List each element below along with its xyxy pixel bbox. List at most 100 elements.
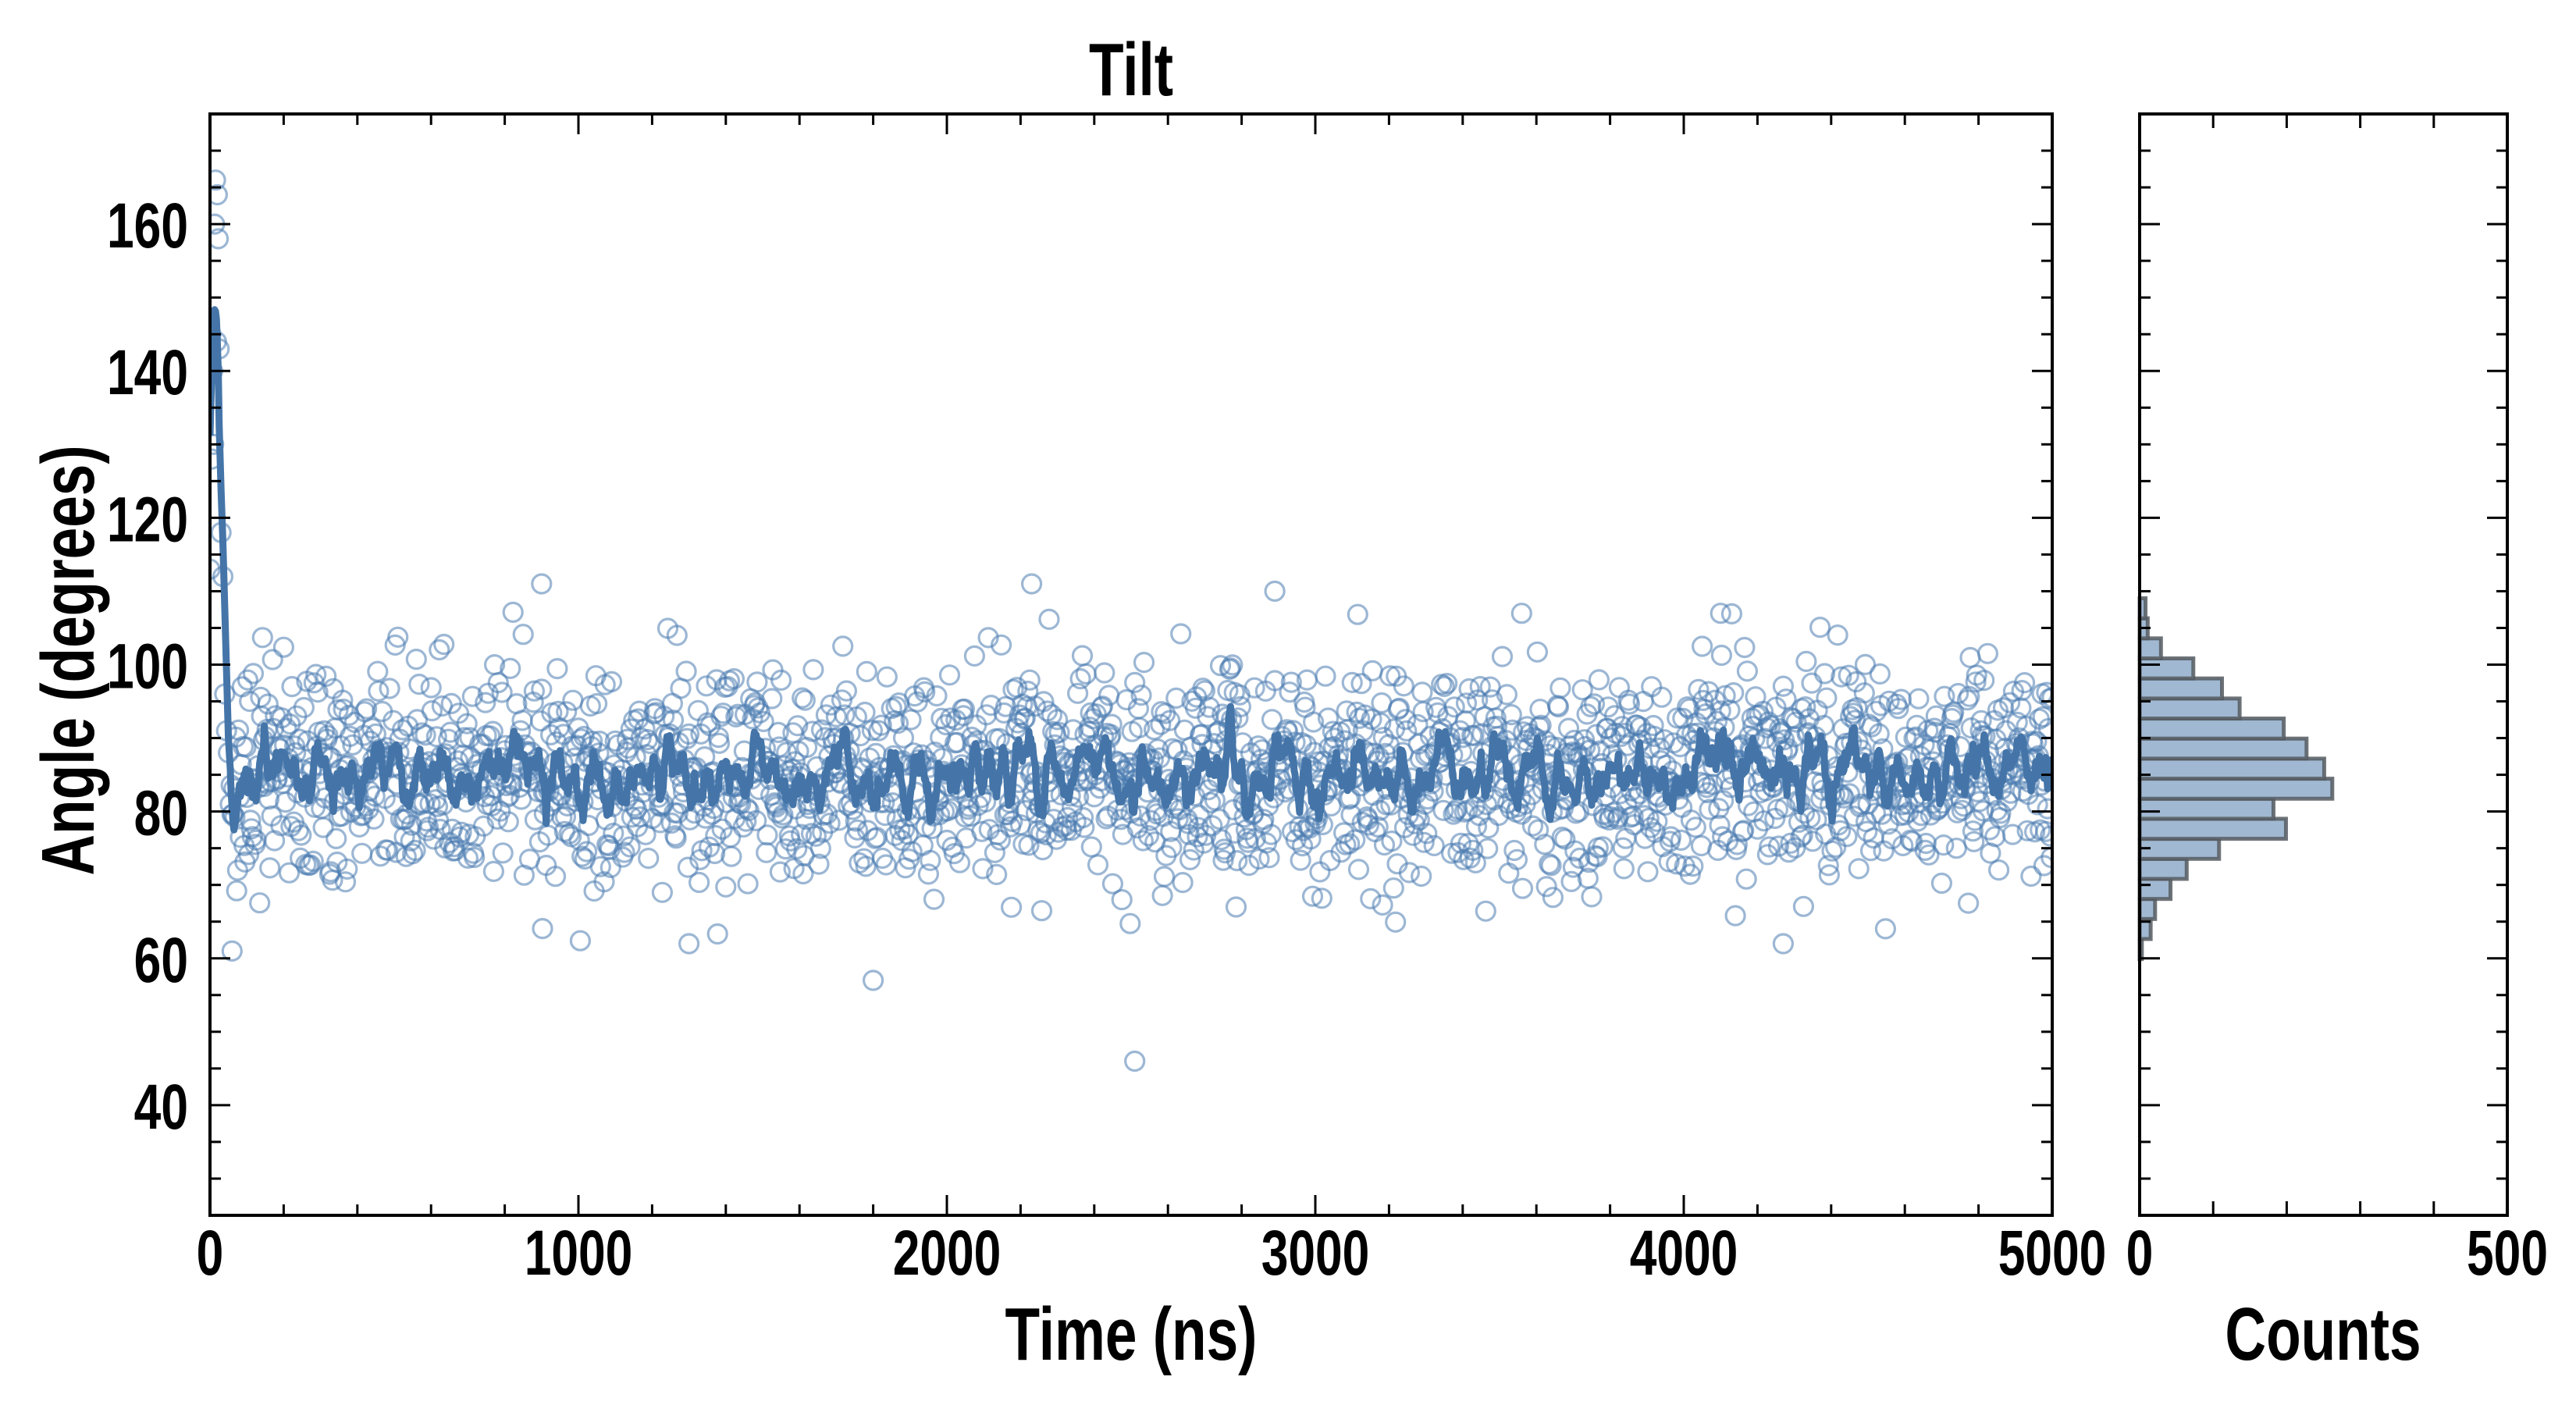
- data-point: [351, 842, 373, 864]
- data-point: [1072, 806, 1094, 829]
- data-point: [257, 693, 279, 715]
- data-point: [710, 706, 732, 727]
- data-point: [251, 627, 273, 649]
- data-point: [1344, 829, 1366, 851]
- data-point: [312, 816, 334, 838]
- data-point: [1360, 887, 1382, 910]
- data-point: [769, 861, 792, 883]
- data-point: [761, 688, 783, 710]
- data-point: [828, 809, 850, 831]
- y-tick-label: 140: [107, 337, 188, 408]
- data-point: [1423, 834, 1445, 857]
- data-point: [651, 881, 674, 903]
- data-point: [1361, 660, 1383, 682]
- data-point: [547, 700, 569, 723]
- data-point: [705, 824, 727, 847]
- data-point: [1188, 804, 1210, 827]
- data-point: [1432, 799, 1454, 821]
- data-point: [262, 649, 283, 670]
- data-point: [712, 702, 734, 724]
- histogram-bar: [2137, 696, 2242, 721]
- data-point: [989, 829, 1012, 851]
- data-point: [1132, 830, 1154, 852]
- data-point: [675, 660, 697, 682]
- data-point: [854, 701, 876, 724]
- data-point: [1209, 655, 1232, 677]
- data-point: [1394, 709, 1417, 731]
- data-point: [1150, 713, 1172, 735]
- y-tick-label: 40: [134, 1072, 188, 1143]
- data-point: [1094, 662, 1115, 684]
- data-point: [1945, 838, 1967, 859]
- data-point: [532, 917, 553, 940]
- data-point: [1018, 834, 1040, 856]
- data-point: [772, 804, 794, 826]
- y-axis-label: Angle (degrees): [27, 445, 110, 875]
- data-point: [1111, 888, 1133, 911]
- data-point: [1637, 861, 1659, 883]
- data-point: [1745, 686, 1767, 708]
- data-point: [1347, 859, 1370, 880]
- data-point: [1341, 671, 1363, 694]
- x-tick-label: 3000: [1261, 1218, 1370, 1289]
- data-point: [456, 713, 478, 735]
- data-point: [1370, 712, 1392, 735]
- histogram-bar: [2137, 777, 2335, 801]
- data-point: [1933, 834, 1955, 856]
- data-point: [990, 634, 1012, 656]
- data-point: [1547, 695, 1570, 718]
- data-point: [1032, 838, 1054, 861]
- data-point: [1510, 803, 1532, 825]
- data-point: [210, 183, 228, 206]
- data-point: [1140, 809, 1162, 831]
- data-point: [1030, 900, 1053, 922]
- data-point: [600, 670, 623, 693]
- data-point: [377, 839, 399, 861]
- data-point: [1908, 688, 1930, 710]
- data-point: [1357, 814, 1380, 836]
- data-point: [1592, 836, 1614, 858]
- data-point: [433, 633, 455, 656]
- data-point: [809, 838, 831, 859]
- data-point: [1710, 644, 1732, 667]
- data-point: [723, 667, 745, 690]
- data-point: [887, 712, 909, 735]
- data-point: [917, 863, 940, 885]
- data-point: [281, 675, 303, 698]
- data-point: [1350, 673, 1372, 695]
- hist-x-tick-label: 0: [2126, 1218, 2154, 1289]
- data-point: [1347, 603, 1368, 625]
- data-point: [665, 827, 687, 849]
- data-point: [1734, 636, 1756, 659]
- data-point: [948, 852, 971, 873]
- data-point: [616, 728, 639, 750]
- data-point: [1542, 887, 1564, 909]
- histogram-bar: [2137, 816, 2288, 841]
- y-tick-label: 120: [107, 484, 188, 555]
- data-point: [770, 669, 792, 692]
- data-point: [278, 862, 301, 884]
- data-point: [875, 854, 897, 876]
- data-point: [1046, 709, 1069, 731]
- histogram-bar: [2137, 636, 2163, 661]
- data-point: [1583, 693, 1606, 715]
- data-point: [1219, 657, 1242, 679]
- data-point: [1379, 665, 1401, 687]
- data-point: [794, 689, 816, 711]
- data-point: [334, 871, 357, 893]
- data-point: [960, 805, 982, 827]
- data-point: [1225, 896, 1247, 918]
- data-point: [638, 847, 660, 870]
- chart-title: Tilt: [1089, 28, 1173, 112]
- data-point: [1613, 858, 1635, 880]
- data-point: [802, 659, 824, 681]
- data-point: [405, 648, 427, 670]
- data-point: [2020, 865, 2042, 887]
- data-point: [479, 725, 501, 747]
- data-point: [287, 820, 309, 841]
- data-point: [1416, 823, 1438, 845]
- histogram-bar: [2137, 736, 2309, 761]
- data-point: [708, 732, 731, 754]
- histogram-bar: [2137, 676, 2225, 701]
- data-point: [698, 836, 720, 858]
